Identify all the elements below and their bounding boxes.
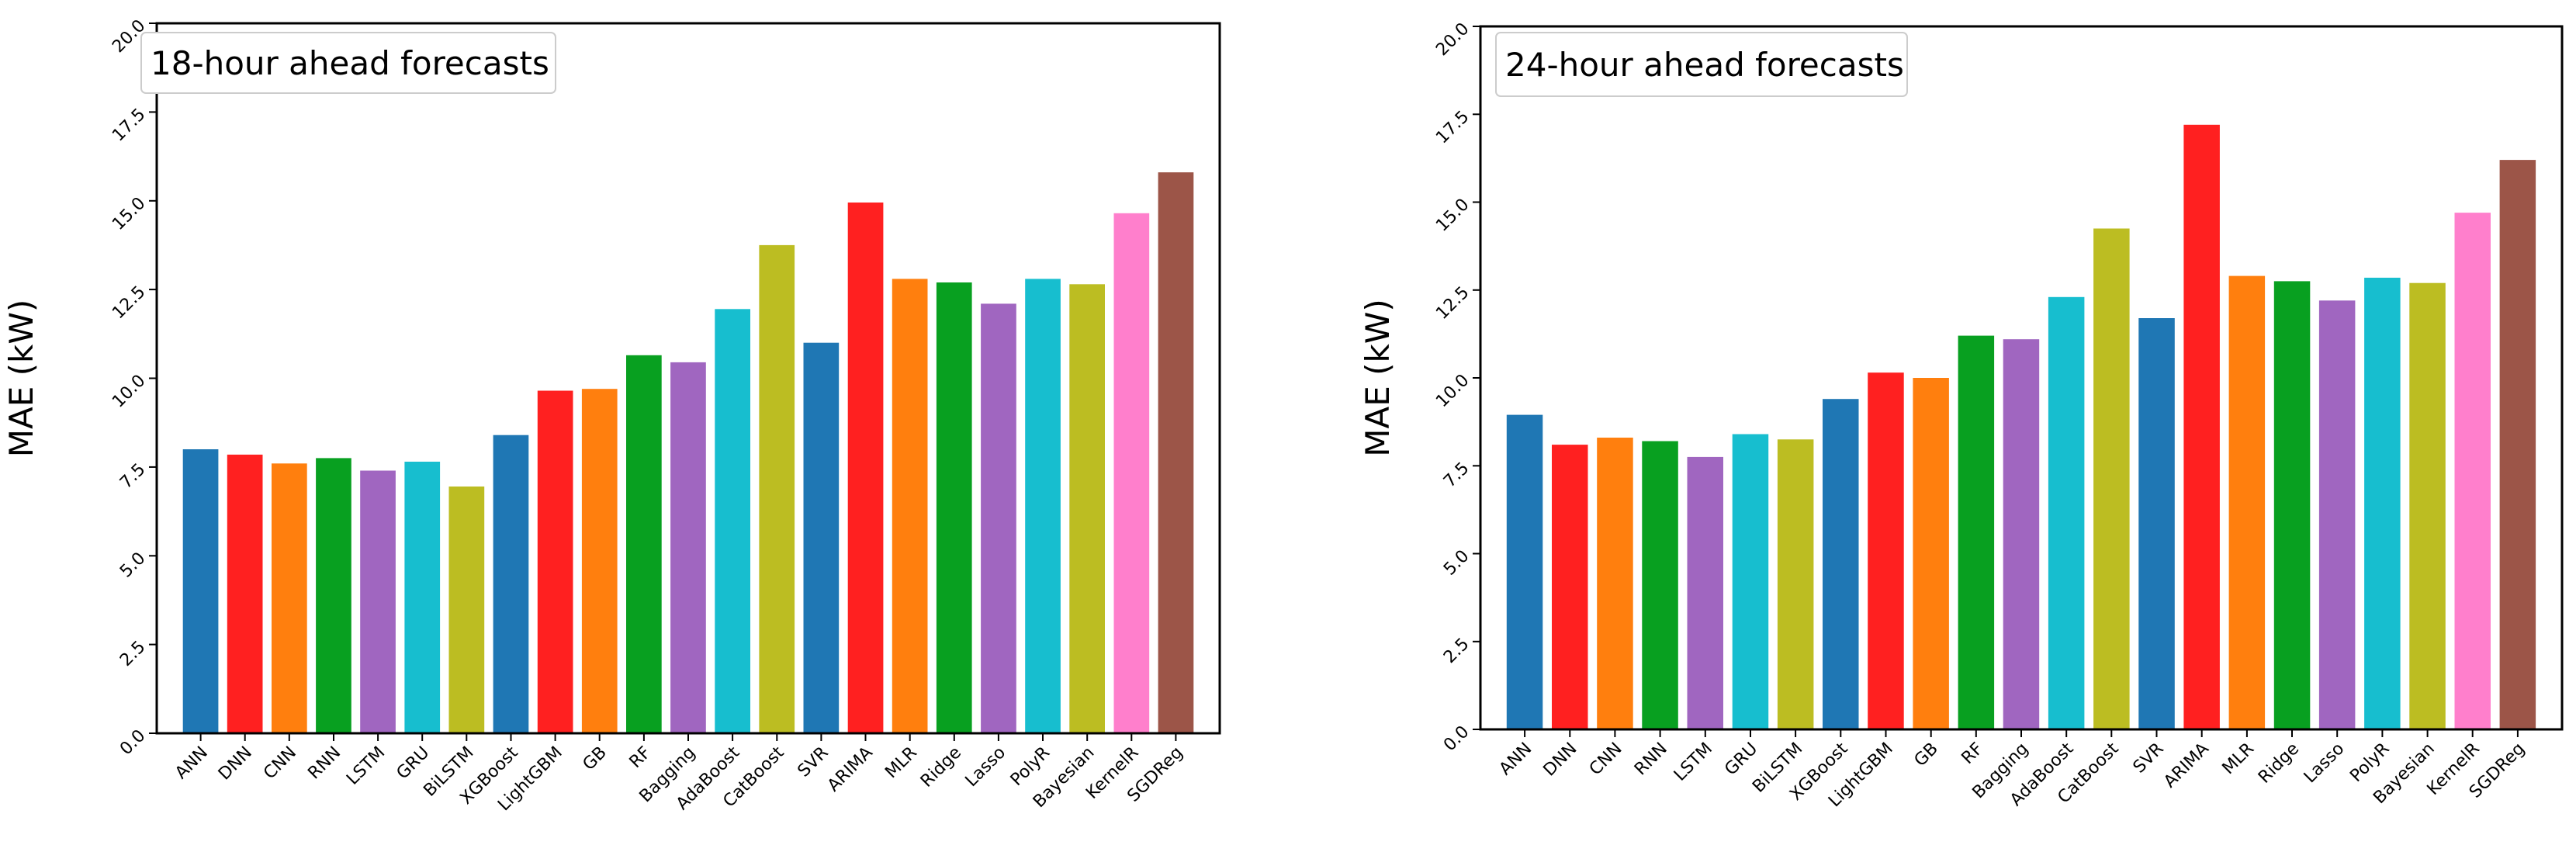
chart-18-hour-bar-polyr — [1025, 279, 1061, 733]
chart-18-hour-y-axis-label: MAE (kW) — [2, 300, 40, 457]
chart-18-hour-bar-bagging — [670, 362, 706, 733]
chart-24-hour-bar-gru — [1732, 434, 1769, 729]
chart-18-hour-bar-ann — [182, 449, 219, 733]
chart-18-hour-axes-frame — [155, 22, 1221, 735]
chart-24-hour-bar-gb — [1913, 378, 1949, 729]
chart-18-hour-bar-mlr — [892, 279, 928, 733]
chart-18-hour-bar-gb — [581, 389, 618, 733]
chart-24-hour-bar-rf — [1958, 335, 1995, 729]
chart-24-hour-title: 24-hour ahead forecasts — [1505, 46, 1904, 84]
chart-18-hour-bar-lasso — [981, 303, 1016, 733]
chart-18-hour-bar-bilstm — [448, 487, 485, 733]
chart-24-hour-bar-lasso — [2318, 300, 2356, 729]
chart-18-hour-bar-xgboost — [493, 435, 529, 733]
chart-18-hour-bar-svr — [803, 342, 840, 733]
chart-24-hour-bar-arima — [2183, 124, 2220, 730]
chart-18-hour-bar-rnn — [316, 458, 351, 733]
chart-24-hour-bar-polyr — [2364, 277, 2401, 729]
chart-18-hour-bar-ridge — [936, 282, 972, 733]
chart-24-hour-bar-ridge — [2273, 281, 2311, 729]
chart-18-hour-bar-sgdreg — [1158, 172, 1194, 734]
chart-24-hour-bar-bagging — [2003, 339, 2040, 729]
chart-18-hour-bar-lstm — [360, 470, 396, 733]
chart-24-hour-bar-xgboost — [1823, 399, 1859, 729]
chart-18-hour-bar-arima — [847, 203, 884, 733]
chart-24-hour-bar-mlr — [2228, 275, 2266, 730]
chart-18-hour-bar-cnn — [272, 463, 307, 733]
chart-24-hour-bars — [1506, 124, 2536, 730]
chart-18-hour-bar-gru — [404, 462, 441, 733]
chart-18-hour-title: 18-hour ahead forecasts — [151, 44, 549, 82]
chart-18-hour-bar-lightgbm — [537, 390, 573, 733]
chart-24-hour-bar-svr — [2138, 318, 2175, 729]
chart-24-hour-bar-adaboost — [2048, 296, 2085, 729]
chart-24-hour: 0.02.55.07.510.012.515.017.520.0 ANN DNN C… — [1359, 19, 2564, 811]
chart-18-hour-bar-rf — [626, 355, 662, 733]
chart-18-hour-bar-bayesian — [1069, 284, 1105, 733]
chart-24-hour-bar-lightgbm — [1868, 372, 1904, 729]
chart-18-hour-bar-dnn — [227, 454, 263, 733]
chart-18-hour-bar-adaboost — [715, 309, 750, 733]
chart-24-hour-bar-ann — [1506, 414, 1543, 729]
chart-24-hour-bar-bilstm — [1777, 439, 1814, 729]
chart-24-hour-bar-sgdreg — [2499, 160, 2536, 730]
chart-24-hour-bar-dnn — [1552, 445, 1588, 729]
chart-24-hour-axes-frame — [1479, 25, 2564, 731]
chart-24-hour-bar-bayesian — [2409, 282, 2446, 729]
chart-18-hour-bars — [182, 172, 1194, 734]
chart-24-hour-y-axis-label: MAE (kW) — [1359, 299, 1397, 456]
chart-24-hour-title-box — [1495, 32, 1908, 97]
chart-24-hour-bar-kernelr — [2454, 213, 2491, 730]
chart-18-hour-bar-catboost — [759, 244, 795, 733]
chart-24-hour-bar-rnn — [1642, 441, 1678, 729]
chart-24-hour-bar-catboost — [2093, 228, 2130, 729]
chart-18-hour-bar-kernelr — [1113, 213, 1150, 733]
chart-24-hour-bar-cnn — [1597, 438, 1633, 729]
chart-18-hour-title-box — [140, 32, 556, 94]
chart-24-hour-bar-lstm — [1687, 456, 1723, 729]
